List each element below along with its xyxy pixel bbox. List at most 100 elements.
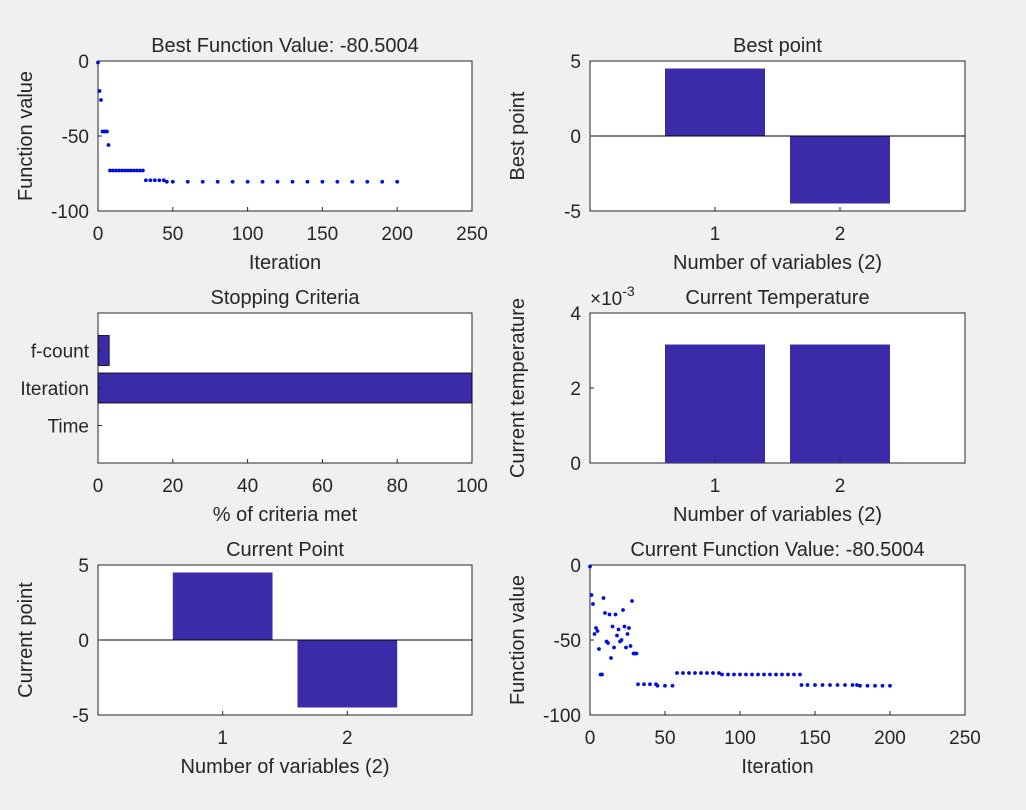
data-point <box>627 626 631 630</box>
data-point <box>648 682 652 687</box>
data-point <box>820 683 825 687</box>
y-tick-label: f-count <box>31 342 90 363</box>
data-point <box>744 672 748 677</box>
data-point <box>290 179 295 184</box>
x-tick-label: 100 <box>724 728 756 749</box>
data-point <box>855 683 859 687</box>
bar <box>790 136 890 204</box>
data-point <box>805 683 810 687</box>
y-tick-label: 0 <box>78 52 89 73</box>
x-tick-label: 2 <box>835 476 846 497</box>
bar <box>665 68 765 136</box>
bar <box>172 572 273 640</box>
x-tick-label: 0 <box>585 728 596 749</box>
data-point <box>245 179 250 184</box>
data-point <box>380 179 385 184</box>
data-point <box>215 179 220 184</box>
data-point <box>607 612 612 617</box>
data-point <box>798 672 802 677</box>
x-tick-label: 100 <box>456 476 488 497</box>
data-point <box>873 683 877 688</box>
data-point <box>865 683 870 688</box>
x-tick-label: 20 <box>162 476 183 497</box>
x-axis-label: Number of variables (2) <box>181 756 390 778</box>
plot-area <box>589 564 966 716</box>
data-point <box>606 641 610 645</box>
chart-title: Best point <box>733 35 822 57</box>
bar <box>97 372 473 404</box>
data-point <box>799 683 804 687</box>
data-point <box>717 671 721 675</box>
data-point <box>260 179 265 184</box>
data-point <box>143 178 148 183</box>
data-point <box>768 672 772 677</box>
data-point <box>681 671 685 675</box>
y-tick-label: 0 <box>570 556 581 577</box>
data-point <box>880 683 885 688</box>
data-point <box>320 179 325 184</box>
x-tick-label: 200 <box>874 728 906 749</box>
data-point <box>675 671 679 675</box>
data-point <box>96 60 100 65</box>
data-point <box>350 179 355 184</box>
data-point <box>792 672 796 677</box>
x-tick-label: 50 <box>162 224 183 245</box>
data-point <box>126 168 130 173</box>
plot-area <box>589 312 966 464</box>
data-point <box>843 683 847 687</box>
data-point <box>594 626 598 630</box>
data-point <box>185 179 190 184</box>
chart-title: Current Temperature <box>685 287 869 309</box>
y-tick-label: 4 <box>570 304 581 325</box>
data-point <box>670 683 675 688</box>
y-tick-label: 0 <box>570 454 581 475</box>
chart-title: Current Point <box>226 539 344 561</box>
data-point <box>850 683 855 687</box>
y-axis-label: Current point <box>15 582 37 698</box>
data-point <box>114 168 118 173</box>
x-axis-label: Number of variables (2) <box>673 252 882 274</box>
data-point <box>619 638 624 642</box>
chart-stopping-criteria: Stopping Criteria % of criteria met f-coun… <box>20 287 488 526</box>
data-point <box>99 98 103 102</box>
y-tick-label: -50 <box>554 631 581 652</box>
y-tick-label: 5 <box>570 52 581 73</box>
data-point <box>630 599 634 603</box>
data-point <box>603 611 607 615</box>
data-point <box>140 168 145 173</box>
data-point <box>612 645 616 650</box>
chart-title: Best Function Value: -80.5004 <box>151 35 419 57</box>
data-point <box>705 671 709 675</box>
data-point <box>589 593 594 597</box>
data-point <box>628 644 633 648</box>
data-point <box>888 683 892 688</box>
data-point <box>858 683 862 688</box>
y-axis-label: Best point <box>507 91 529 180</box>
data-point <box>275 179 280 184</box>
data-point <box>616 627 621 632</box>
x-tick-label: 200 <box>381 224 413 245</box>
data-point <box>132 168 136 173</box>
exponent-power: -3 <box>622 283 635 299</box>
data-point <box>693 671 697 675</box>
data-point <box>813 683 817 687</box>
data-point <box>601 596 606 600</box>
data-point <box>105 129 109 134</box>
y-axis-label: Function value <box>507 575 529 705</box>
y-tick-label: 0 <box>78 631 89 652</box>
y-tick-label: 5 <box>78 556 89 577</box>
data-point <box>164 179 169 184</box>
chart-title: Current Function Value: -80.5004 <box>630 539 924 561</box>
data-point <box>230 179 235 184</box>
data-point <box>625 632 630 636</box>
data-point <box>786 672 790 677</box>
data-point <box>157 178 162 183</box>
y-tick-label: -100 <box>543 706 581 727</box>
data-point <box>588 564 592 569</box>
data-point <box>762 672 766 677</box>
data-point <box>610 624 615 629</box>
y-tick-label: -50 <box>62 127 89 148</box>
data-point <box>597 647 601 651</box>
data-point <box>148 178 153 183</box>
